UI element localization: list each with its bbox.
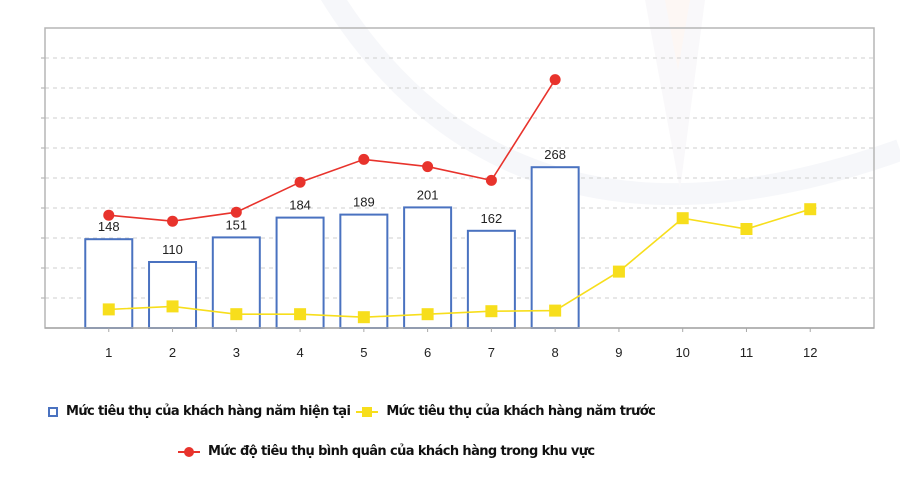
square-marker-icon — [612, 265, 625, 278]
circle-marker-icon — [294, 176, 306, 188]
square-marker-icon — [740, 223, 753, 235]
x-tick-label: 10 — [675, 345, 689, 360]
x-tick-label: 4 — [296, 345, 303, 360]
legend-label: Mức tiêu thụ của khách hàng năm trước — [386, 404, 656, 419]
yellow-square-line-icon — [356, 406, 379, 417]
bar-data-label: 184 — [289, 198, 311, 213]
legend-item-previous-year[interactable]: Mức tiêu thụ của khách hàng năm trước — [356, 404, 656, 419]
series-line — [108, 79, 556, 223]
bar — [530, 166, 580, 329]
bar — [339, 213, 389, 330]
bar-data-label: 110 — [162, 242, 183, 257]
square-marker-icon — [676, 212, 689, 225]
bar-data-label: 151 — [225, 217, 247, 232]
circle-marker-icon — [167, 215, 179, 227]
red-circle-line-icon — [178, 446, 200, 457]
square-marker-icon — [421, 308, 434, 321]
bar-data-label: 148 — [98, 219, 120, 234]
circle-marker-icon — [358, 153, 370, 165]
x-tick-label: 1 — [105, 345, 112, 360]
x-axis: 1 2 3 4 5 6 7 8 9 10 11 12 — [45, 327, 874, 360]
legend-row-1: Mức tiêu thụ của khách hàng năm hiện tại… — [48, 404, 661, 419]
x-tick-label: 9 — [615, 345, 622, 360]
line-series-previous-year — [102, 203, 817, 324]
legend-item-region-average[interactable]: Mức độ tiêu thụ bình quân của khách hàng… — [178, 444, 595, 459]
square-marker-icon — [804, 203, 817, 216]
bar-data-label: 201 — [417, 187, 439, 202]
x-tick-label: 8 — [552, 345, 559, 360]
x-tick-label: 3 — [233, 345, 240, 360]
bar-series-current-year — [84, 166, 580, 330]
bar-data-label: 162 — [481, 211, 503, 226]
square-marker-icon — [549, 304, 562, 317]
legend-label: Mức độ tiêu thụ bình quân của khách hàng… — [208, 444, 595, 459]
bar-data-label: 189 — [353, 195, 375, 210]
square-marker-icon — [102, 303, 115, 316]
x-tick-label: 6 — [424, 345, 431, 360]
x-tick-label: 2 — [169, 345, 176, 360]
square-marker-icon — [230, 308, 243, 321]
bar — [148, 261, 198, 329]
circle-marker-icon — [485, 174, 497, 186]
square-marker-icon — [357, 311, 370, 324]
x-tick-label: 7 — [488, 345, 495, 360]
bar-data-label: 268 — [544, 147, 566, 162]
circle-marker-icon — [422, 161, 434, 173]
x-tick-label: 5 — [360, 345, 367, 360]
watermark — [321, 0, 900, 206]
circle-marker-icon — [230, 206, 242, 218]
square-marker-icon — [294, 308, 307, 321]
bar-outline-swatch-icon — [48, 406, 58, 417]
x-tick-label: 11 — [740, 345, 754, 360]
x-tick-label: 12 — [803, 345, 817, 360]
circle-marker-icon — [549, 74, 561, 86]
legend-item-current-year[interactable]: Mức tiêu thụ của khách hàng năm hiện tại — [48, 404, 351, 419]
bar-data-labels: 148 110 151 184 189 201 162 268 — [98, 147, 566, 257]
square-marker-icon — [166, 300, 179, 313]
series-line — [108, 208, 811, 319]
legend-label: Mức tiêu thụ của khách hàng năm hiện tại — [66, 404, 351, 419]
legend-row-2: Mức độ tiêu thụ bình quân của khách hàng… — [178, 444, 601, 459]
line-series-region-average — [103, 74, 561, 227]
circle-marker-icon — [103, 209, 115, 221]
square-marker-icon — [485, 305, 498, 318]
